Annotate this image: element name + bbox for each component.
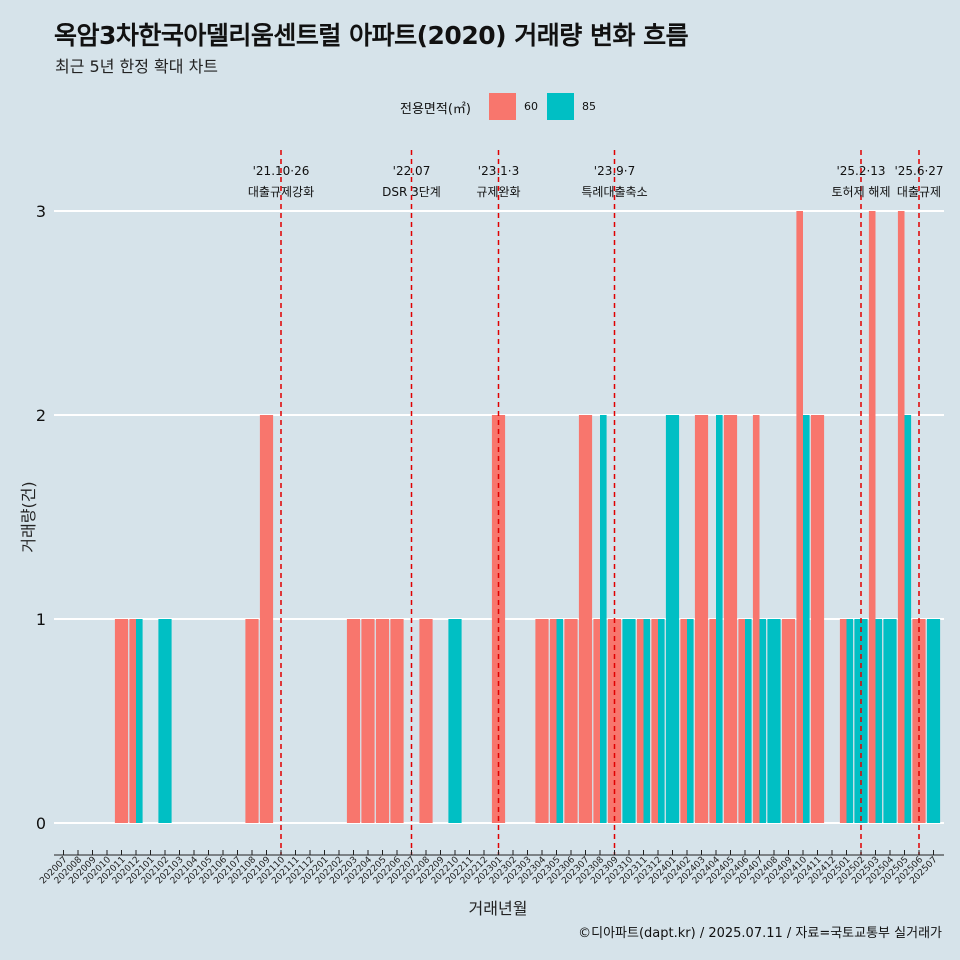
legend-label-85: 85 xyxy=(582,100,596,113)
bar-85 xyxy=(665,415,680,823)
bar-60 xyxy=(738,619,745,823)
bar-60 xyxy=(651,619,658,823)
bar-60 xyxy=(259,415,274,823)
event-date-label: '22.07 xyxy=(393,164,431,178)
bar-60 xyxy=(709,619,716,823)
event-name-label: 규제완화 xyxy=(476,185,520,199)
bar-85 xyxy=(643,619,651,823)
bar-60 xyxy=(680,619,687,823)
legend-key-85 xyxy=(547,93,574,120)
chart-title: 옥암3차한국아델리움센트럴 아파트(2020) 거래량 변화 흐름 xyxy=(54,21,689,50)
y-axis: 0 1 2 3 xyxy=(36,202,46,833)
event-name-label: 특례대출축소 xyxy=(581,185,647,199)
bar-85 xyxy=(716,415,723,823)
bar-85 xyxy=(883,619,897,823)
bar-60 xyxy=(361,619,375,823)
bar-60 xyxy=(781,619,796,823)
y-tick-label: 2 xyxy=(36,406,46,425)
bar-85 xyxy=(136,619,143,823)
bar-60 xyxy=(636,619,644,823)
event-date-label: '23.1·3 xyxy=(478,164,519,178)
bar-60 xyxy=(796,211,803,823)
y-tick-label: 0 xyxy=(36,814,46,833)
bar-85 xyxy=(926,619,941,823)
y-tick-label: 1 xyxy=(36,610,46,629)
bar-60 xyxy=(535,619,549,823)
event-date-label: '21.10·26 xyxy=(253,164,310,178)
bar-85 xyxy=(622,619,636,823)
bar-60 xyxy=(114,619,129,823)
bar-60 xyxy=(897,211,905,823)
legend-label-60: 60 xyxy=(524,100,538,113)
y-axis-label: 거래량(건) xyxy=(19,481,38,552)
event-name-label: 대출규제 xyxy=(897,185,941,199)
bar-85 xyxy=(448,619,462,823)
bar-85 xyxy=(600,415,607,823)
bar-60 xyxy=(810,415,825,823)
bar-60 xyxy=(129,619,136,823)
bar-60 xyxy=(839,619,847,823)
bar-60 xyxy=(723,415,738,823)
bar-60 xyxy=(245,619,259,823)
y-tick-label: 3 xyxy=(36,202,46,221)
x-axis: 2020072020082020092020102020112020122021… xyxy=(38,850,944,886)
bar-60 xyxy=(549,619,557,823)
source-caption: ©디아파트(dapt.kr) / 2025.07.11 / 자료=국토교통부 실… xyxy=(578,926,942,941)
bar-85 xyxy=(846,619,854,823)
event-date-label: '25.2·13 xyxy=(836,164,885,178)
bar-85 xyxy=(875,619,883,823)
x-axis-label: 거래년월 xyxy=(469,899,528,918)
legend-key-60 xyxy=(489,93,516,120)
bar-85 xyxy=(556,619,564,823)
event-markers: '21.10·26 대출규제강화 '22.07 DSR 3단계 '23.1·3 규제완화 '… xyxy=(248,150,944,855)
bar-85 xyxy=(759,619,767,823)
legend: 전용면적(㎡) 60 85 xyxy=(0,92,960,122)
bar-60 xyxy=(390,619,404,823)
bar-60 xyxy=(346,619,361,823)
bars xyxy=(114,211,941,823)
bar-60 xyxy=(578,415,593,823)
bar-85 xyxy=(745,619,752,823)
bar-60 xyxy=(419,619,433,823)
chart-subtitle: 최근 5년 한정 확대 차트 xyxy=(55,57,219,76)
legend-title: 전용면적(㎡) xyxy=(400,102,471,117)
bar-85 xyxy=(904,415,912,823)
event-name-label: 토허제 해제 xyxy=(831,185,890,199)
event-date-label: '25.6·27 xyxy=(894,164,943,178)
bar-85 xyxy=(158,619,172,823)
event-name-label: DSR 3단계 xyxy=(382,185,441,199)
bar-60 xyxy=(375,619,390,823)
bar-85 xyxy=(687,619,694,823)
bar-60 xyxy=(752,415,760,823)
bar-60 xyxy=(694,415,709,823)
bar-85 xyxy=(803,415,810,823)
event-name-label: 대출규제강화 xyxy=(248,185,314,199)
bar-60 xyxy=(868,211,876,823)
bar-85 xyxy=(658,619,665,823)
bar-85 xyxy=(767,619,781,823)
event-date-label: '23.9·7 xyxy=(594,164,635,178)
bar-60 xyxy=(564,619,578,823)
bar-60 xyxy=(593,619,600,823)
